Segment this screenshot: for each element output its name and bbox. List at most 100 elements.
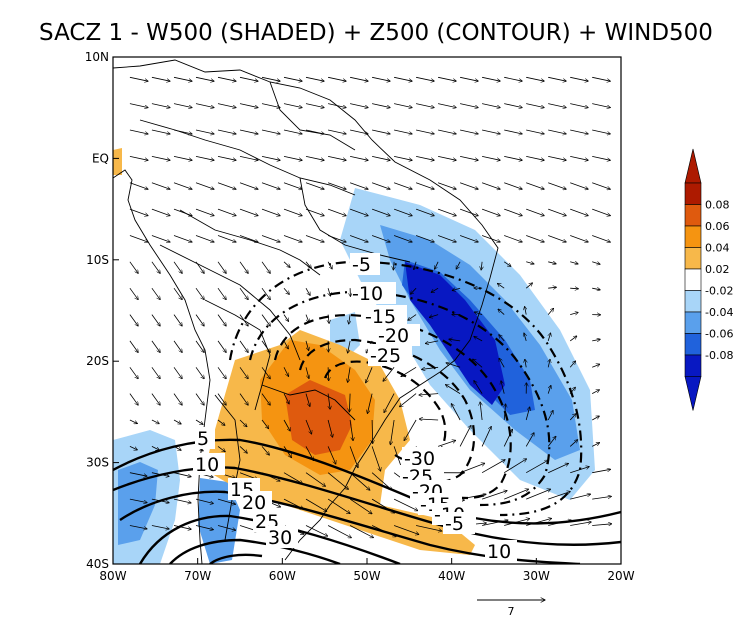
wind-arrow [349, 419, 353, 441]
svg-text:5: 5 [197, 428, 209, 450]
wind-arrow [151, 287, 160, 300]
wind-arrow [548, 520, 571, 526]
wind-arrow [261, 472, 280, 482]
wind-arrow [239, 340, 248, 353]
wind-arrow [261, 393, 270, 406]
wind-arrow [416, 76, 434, 81]
z500-label-neg: -5 [443, 512, 475, 535]
wind-arrow [570, 129, 588, 134]
wind-arrow [327, 182, 346, 190]
wind-arrow [482, 129, 500, 134]
wind-arrow [504, 76, 522, 81]
wind-arrow [570, 262, 578, 264]
wind-arrow [350, 76, 368, 81]
wind-arrow [328, 367, 329, 380]
wind-arrow [348, 367, 351, 382]
wind-arrow [592, 524, 612, 526]
wind-arrow [129, 525, 147, 529]
wind-arrow [328, 129, 346, 134]
wind-arrow [548, 492, 570, 500]
wind-arrow [504, 156, 522, 160]
wind-arrow [217, 208, 236, 216]
wind-arrow [195, 156, 214, 160]
lon-tick-label: 60W [269, 569, 296, 583]
lat-tick-label: 10S [86, 253, 109, 267]
wind-arrow [327, 235, 346, 243]
wind-arrow [372, 76, 390, 81]
colorbar-segment [684, 354, 702, 377]
wind-arrow [592, 469, 610, 474]
wind-arrow [366, 367, 373, 383]
wind-arrow [372, 103, 390, 108]
wind-arrow [460, 103, 478, 108]
wind-arrow [173, 103, 192, 108]
wind-arrow [548, 235, 566, 243]
z500-label-neg: -15 [363, 305, 407, 328]
wind-arrow [195, 525, 213, 530]
colorbar-segment [684, 333, 702, 356]
wind-arrow [460, 129, 478, 134]
wind-arrow [261, 419, 269, 429]
wind-arrow [151, 393, 160, 406]
z500-label-pos: 20 [240, 491, 272, 514]
svg-text:-20: -20 [378, 325, 409, 347]
lon-tick-label: 80W [99, 569, 126, 583]
wind-arrow [438, 103, 456, 108]
reference-vector-label: 7 [508, 605, 515, 618]
wind-arrow [305, 235, 324, 243]
svg-text:30: 30 [268, 527, 292, 549]
wind-arrow [592, 76, 610, 81]
wind-arrow [526, 156, 544, 160]
wind-arrow [526, 262, 534, 264]
lon-tick-label: 50W [353, 569, 380, 583]
wind-arrow [481, 426, 491, 447]
wind-arrow [151, 261, 160, 274]
shading-layer [113, 148, 595, 564]
wind-arrow [547, 436, 556, 447]
wind-arrow [592, 182, 610, 190]
wind-arrow [437, 235, 456, 243]
wind-arrow [393, 208, 412, 216]
wind-arrow [548, 333, 550, 342]
colorbar-segment [684, 182, 702, 205]
wind-arrow [438, 76, 456, 81]
wind-arrow [239, 367, 248, 379]
wind-arrow [217, 314, 226, 327]
country-border [214, 394, 241, 541]
wind-arrow [414, 261, 416, 270]
wind-arrow [217, 76, 236, 81]
coastline [113, 59, 499, 561]
wind-arrow [371, 498, 394, 513]
wind-arrow [481, 182, 500, 190]
wind-arrow [408, 314, 417, 321]
wind-arrow [569, 361, 575, 368]
wind-arrow [570, 467, 589, 474]
wind-arrow [526, 489, 550, 500]
wind-arrow [460, 76, 478, 81]
svg-text:-5: -5 [352, 254, 371, 276]
colorbar-segment [684, 268, 702, 291]
wind-arrow [548, 208, 566, 216]
wind-arrow [195, 498, 213, 503]
wind-arrow [449, 339, 461, 341]
wind-arrow [503, 429, 512, 447]
wind-arrow [459, 425, 471, 447]
wind-arrow [129, 314, 138, 327]
wind-arrow [526, 76, 544, 81]
wind-arrow [151, 472, 169, 477]
wind-arrow [328, 156, 346, 160]
wind-arrow [327, 261, 332, 269]
colorbar-segment [684, 311, 702, 334]
wind-arrow [173, 393, 182, 406]
lat-tick-label: 20S [86, 354, 109, 368]
wind-arrow [503, 261, 511, 267]
z500-contour-pos [169, 538, 341, 564]
wind-arrow [570, 156, 588, 160]
wind-arrow [305, 156, 324, 160]
lat-tick-label: 10N [85, 50, 109, 64]
wind-arrow [305, 103, 324, 108]
wind-arrow [283, 314, 289, 322]
wind-arrow [327, 498, 350, 513]
wind-arrow [328, 103, 346, 108]
wind-arrow [349, 498, 372, 514]
